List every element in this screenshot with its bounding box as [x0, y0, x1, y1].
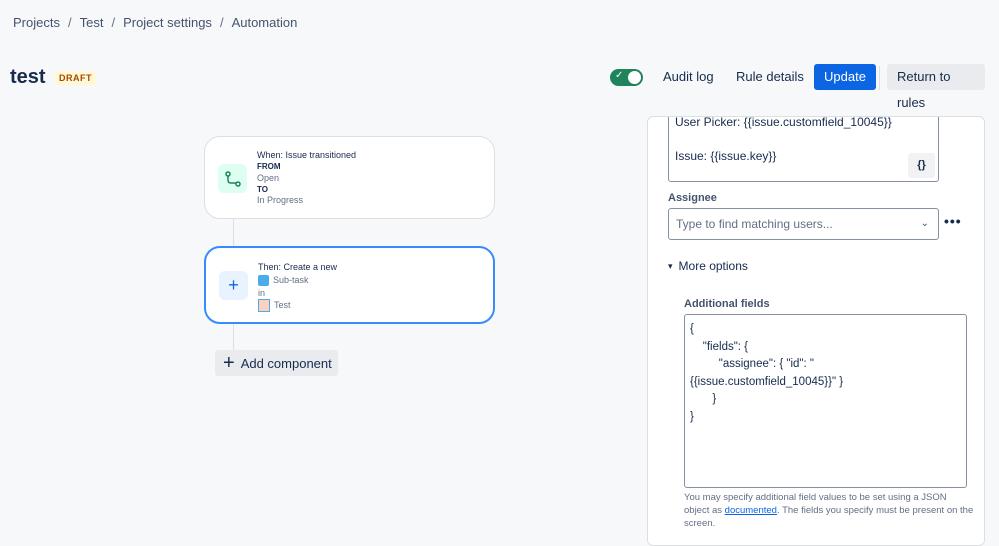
trigger-title: When: Issue transitioned: [257, 150, 357, 160]
breadcrumb: Projects / Test / Project settings / Automa…: [13, 15, 297, 30]
update-button[interactable]: Update: [814, 64, 876, 90]
more-options-label: More options: [678, 259, 748, 273]
description-textarea[interactable]: User Picker: {{issue.customfield_10045}}…: [668, 116, 939, 182]
from-status: Open: [257, 172, 280, 183]
action-node[interactable]: + Then: Create a new Sub-task in Test: [204, 246, 495, 324]
separator: /: [111, 15, 116, 30]
in-label: in: [258, 287, 266, 298]
return-to-rules-button[interactable]: Return to rules: [887, 64, 985, 110]
to-label: TO: [257, 184, 268, 194]
description-line: User Picker: {{issue.customfield_10045}}: [675, 116, 892, 129]
action-title: Then: Create a new: [258, 262, 338, 272]
transition-icon: [218, 164, 247, 193]
check-icon: ✓: [615, 70, 624, 81]
trigger-node[interactable]: When: Issue transitioned FROM Open TO In…: [204, 136, 495, 219]
breadcrumb-test[interactable]: Test: [79, 15, 104, 30]
toggle-knob: [628, 71, 641, 84]
rule-enabled-toggle[interactable]: ✓: [610, 69, 643, 86]
more-options-toggle[interactable]: ▾ More options: [668, 259, 748, 273]
help-suffix: . The fields you specify must be present…: [684, 505, 974, 529]
connector-line: [233, 219, 234, 246]
add-component-button[interactable]: + Add component: [215, 350, 338, 376]
add-component-label: Add component: [240, 355, 332, 371]
smart-values-button[interactable]: {}: [908, 153, 935, 178]
separator: /: [67, 15, 72, 30]
connector-line: [233, 324, 234, 350]
issue-type: Sub-task: [273, 274, 309, 285]
divider: [879, 66, 880, 90]
help-prefix: You may specify additional field values …: [684, 492, 947, 516]
subtask-icon: [258, 274, 269, 286]
page-title: test: [10, 66, 46, 88]
help-text: You may specify additional field values …: [684, 491, 974, 530]
additional-fields-textarea[interactable]: { "fields": { "assignee": { "id": " {{is…: [684, 314, 967, 488]
from-label: FROM: [257, 162, 281, 172]
breadcrumb-projects[interactable]: Projects: [13, 15, 60, 30]
description-line: [675, 131, 932, 148]
more-actions-icon[interactable]: •••: [944, 213, 962, 229]
description-line: Issue: {{issue.key}}: [675, 149, 777, 163]
chevron-down-icon: ⌄: [920, 218, 929, 229]
scrollbar-track[interactable]: [985, 100, 999, 536]
project-name: Test: [274, 300, 291, 311]
component-config-panel: User Picker: {{issue.customfield_10045}}…: [647, 116, 985, 546]
assignee-placeholder: Type to find matching users...: [676, 217, 833, 231]
plus-icon: +: [223, 352, 235, 374]
rule-details-button[interactable]: Rule details: [736, 69, 804, 84]
status-badge: DRAFT: [55, 71, 96, 85]
assignee-label: Assignee: [668, 192, 717, 204]
plus-icon: +: [219, 271, 248, 300]
chevron-down-icon: ▾: [668, 260, 673, 271]
separator: /: [219, 15, 224, 30]
assignee-select[interactable]: Type to find matching users... ⌄: [668, 208, 939, 240]
additional-fields-label: Additional fields: [684, 298, 770, 310]
breadcrumb-project-settings[interactable]: Project settings: [123, 15, 212, 30]
to-status: In Progress: [257, 195, 304, 206]
breadcrumb-automation[interactable]: Automation: [231, 15, 298, 30]
documented-link[interactable]: documented: [724, 505, 777, 516]
audit-log-button[interactable]: Audit log: [663, 69, 714, 84]
project-avatar-icon: [258, 299, 270, 313]
